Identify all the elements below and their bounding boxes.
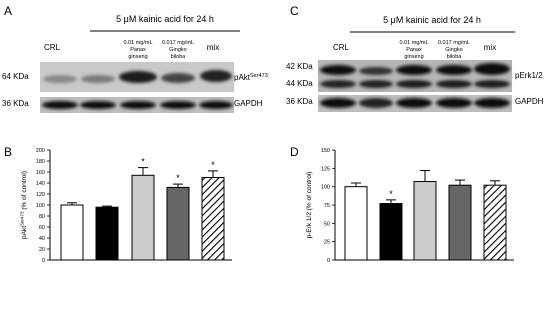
y-tick-label: 160 <box>36 170 45 176</box>
significance-mark: * <box>176 173 180 183</box>
lane-label: Gingko <box>445 47 462 53</box>
significance-mark: * <box>211 160 215 170</box>
lane-label: CRL <box>44 43 61 52</box>
y-tick-label: 25 <box>324 240 330 246</box>
y-tick-label: 40 <box>39 236 45 242</box>
protein-name: pErk1/2 <box>515 71 543 80</box>
protein-label: pAktSer473 <box>234 73 268 82</box>
y-label-rest: (% of control) <box>21 171 28 211</box>
y-label-main: pAkt <box>21 226 28 239</box>
lane-label: 0.01 mg/mL <box>399 40 428 46</box>
y-tick-label: 150 <box>321 148 330 154</box>
marker-label: 36 KDa <box>286 97 313 106</box>
protein-name: GAPDH <box>515 97 544 106</box>
y-label-main: p-Erk 1/2 (% of control) <box>306 172 313 239</box>
y-tick-label: 0 <box>42 258 45 264</box>
lane-label: mix <box>207 43 219 52</box>
bar <box>483 184 507 261</box>
y-tick-label: 0 <box>327 258 330 264</box>
protein-label: GAPDH <box>515 97 544 106</box>
y-axis-label: p-Erk 1/2 (% of control) <box>306 172 313 239</box>
y-tick-label: 120 <box>36 192 45 198</box>
significance-mark: * <box>389 189 393 199</box>
panel-letter: C <box>290 4 299 18</box>
bar <box>95 206 119 261</box>
bar <box>379 203 403 261</box>
marker-label: 64 KDa <box>2 72 29 81</box>
y-tick-label: 20 <box>39 247 45 253</box>
bar <box>166 186 190 261</box>
panel-letter: B <box>4 145 12 159</box>
lane-label: Gingko <box>169 47 186 53</box>
protein-label: pErk1/2 <box>515 71 543 80</box>
y-tick-label: 100 <box>36 203 45 209</box>
lane-label: biloba <box>447 54 463 60</box>
lane-label: mix <box>484 43 496 52</box>
blot-c <box>318 31 515 112</box>
marker-label: 42 KDa <box>286 62 313 71</box>
bar <box>344 186 368 261</box>
treatment-label: 5 μM kainic acid for 24 h <box>383 15 481 25</box>
protein-name: pAkt <box>234 73 251 82</box>
y-tick-label: 75 <box>324 203 330 209</box>
panel-letter: A <box>4 4 12 18</box>
y-tick-label: 80 <box>39 214 45 220</box>
y-tick-label: 200 <box>36 148 45 154</box>
lane-label: ginseng <box>128 54 147 60</box>
lane-label: biloba <box>171 54 187 60</box>
lane-label: ginseng <box>404 54 423 60</box>
y-tick-label: 50 <box>324 221 330 227</box>
y-tick-label: 60 <box>39 225 45 231</box>
lane-label: Panax <box>130 47 146 53</box>
lane-label: Panax <box>406 47 422 53</box>
y-tick-label: 125 <box>321 166 330 172</box>
panel-letter: D <box>290 145 299 159</box>
bar <box>201 177 225 261</box>
lane-label: CRL <box>333 43 350 52</box>
bar <box>131 174 155 261</box>
protein-label: GAPDH <box>234 99 263 108</box>
y-tick-label: 140 <box>36 181 45 187</box>
y-tick-label: 180 <box>36 159 45 165</box>
marker-label: 44 KDa <box>286 79 313 88</box>
y-label-sup: Ser473 <box>20 211 25 226</box>
lane-label: 0.01 mg/mL <box>123 40 152 46</box>
bar <box>413 181 437 261</box>
marker-label: 36 KDa <box>2 99 29 108</box>
protein-name: GAPDH <box>234 99 263 108</box>
blot-a <box>40 30 240 113</box>
y-axis-label: pAktSer473 (% of control) <box>20 171 29 239</box>
y-tick-label: 100 <box>321 185 330 191</box>
bar <box>448 184 472 261</box>
lane-label: 0.017 mg/mL <box>162 40 194 46</box>
lane-label: 0.017 mg/mL <box>438 40 470 46</box>
significance-mark: * <box>141 157 145 167</box>
protein-sup: Ser473 <box>250 73 268 79</box>
bar <box>60 204 84 261</box>
treatment-label: 5 μM kainic acid for 24 h <box>116 14 214 24</box>
